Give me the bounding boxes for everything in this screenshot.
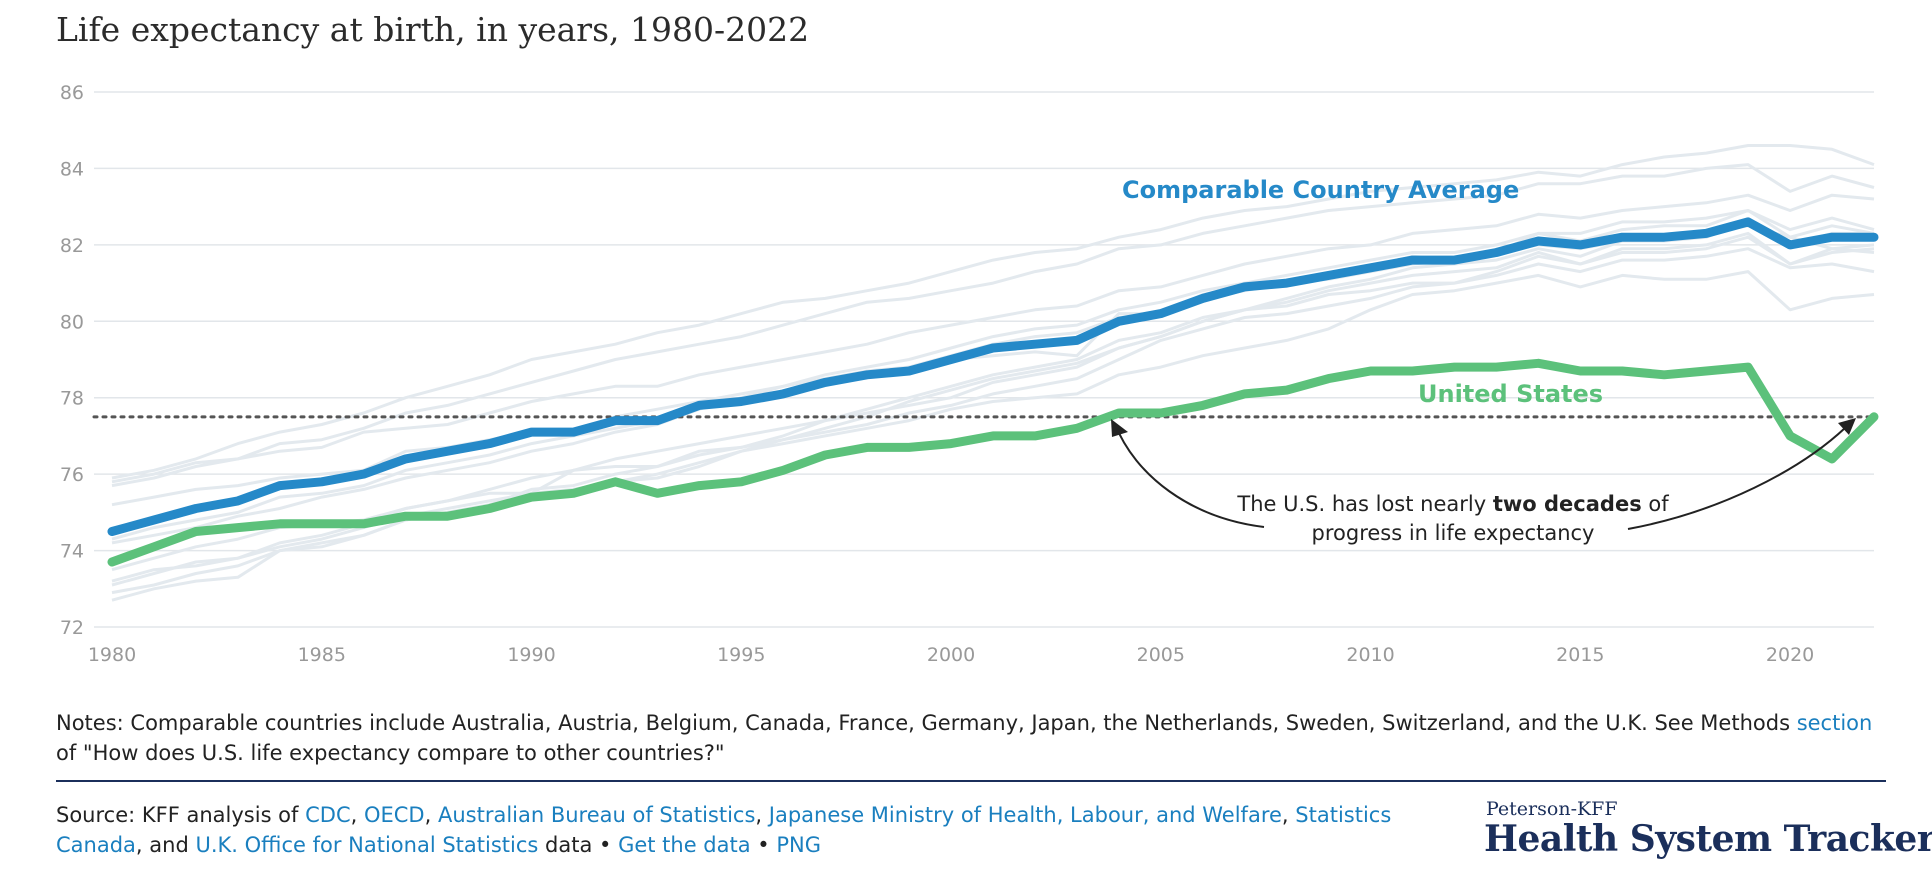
source-link-statistics-canada[interactable]: Statistics Canada [56, 803, 1392, 857]
divider [56, 780, 1886, 782]
source-sep: , [1281, 803, 1296, 827]
y-tick-label: 76 [60, 464, 84, 486]
comparable-country-line-4 [111, 209, 1875, 545]
annotation-line-1: The U.S. has lost nearly two decades of [1236, 492, 1669, 516]
source-link-uk-ons[interactable]: U.K. Office for National Statistics [195, 833, 539, 857]
annotation-arrow-left [1114, 423, 1265, 528]
comparable-country-line-6 [111, 224, 1875, 507]
source-prefix: Source: KFF analysis of [56, 803, 306, 827]
annotation-text-post: of [1642, 492, 1670, 516]
comparable-country-line-1 [111, 144, 1875, 480]
source-sep: , [350, 803, 364, 827]
comparable-country-line-2 [111, 163, 1875, 484]
y-tick-label: 82 [60, 235, 84, 257]
y-tick-label: 78 [60, 388, 84, 410]
comparable-country-line-3 [111, 193, 1875, 488]
source-sep: , and [135, 833, 196, 857]
notes-text-end: of "How does U.S. life expectancy compar… [56, 741, 725, 765]
source-sep: , [424, 803, 438, 827]
series-line-comparable-average [107, 217, 1879, 536]
x-tick-label: 2005 [1137, 644, 1185, 666]
x-tick-label: 2000 [927, 644, 975, 666]
x-tick-label: 2020 [1766, 644, 1814, 666]
line-chart: 72 74 76 78 80 82 84 86 1980 1985 1990 1995 2000 200… [60, 82, 1879, 666]
annotation-arrowhead-left [1111, 419, 1128, 437]
x-tick-label: 1980 [88, 644, 136, 666]
x-axis-ticks: 1980 1985 1990 1995 2000 2005 2010 2015 2020 [88, 644, 1814, 666]
notes-text: Notes: Comparable countries include Aust… [56, 711, 1797, 735]
source-link-abs[interactable]: Australian Bureau of Statistics [437, 803, 756, 827]
y-tick-label: 86 [60, 82, 84, 104]
annotation: The U.S. has lost nearly two decades of … [1111, 418, 1856, 545]
x-tick-label: 2010 [1346, 644, 1394, 666]
source-link-cdc[interactable]: CDC [305, 803, 351, 827]
chart-title: Life expectancy at birth, in years, 1980… [56, 10, 810, 49]
annotation-line-2: progress in life expectancy [1312, 521, 1595, 545]
series-label-united-states: United States [1418, 380, 1603, 408]
get-the-data-link[interactable]: Get the data [618, 833, 751, 857]
source-sep: • [750, 833, 777, 857]
source-link-oecd[interactable]: OECD [363, 803, 425, 827]
chart-notes: Notes: Comparable countries include Aust… [56, 708, 1886, 768]
x-tick-label: 1990 [507, 644, 555, 666]
chart-source: Source: KFF analysis of CDC, OECD, Austr… [56, 800, 1396, 860]
annotation-text-pre: The U.S. has lost nearly [1236, 492, 1492, 516]
brand-health-system-tracker[interactable]: Health System Tracker [1484, 818, 1932, 860]
comparable-country-line-9 [111, 235, 1875, 595]
y-tick-label: 74 [60, 541, 84, 563]
png-download-link[interactable]: PNG [776, 833, 822, 857]
grid-layer [94, 91, 1874, 628]
y-axis-ticks: 72 74 76 78 80 82 84 86 [60, 82, 84, 639]
annotation-text-bold: two decades [1493, 492, 1642, 516]
x-tick-label: 1995 [717, 644, 765, 666]
x-tick-label: 1985 [298, 644, 346, 666]
y-tick-label: 80 [60, 311, 84, 333]
series-label-comparable-average: Comparable Country Average [1122, 176, 1519, 204]
y-tick-label: 72 [60, 617, 84, 639]
series-layer [107, 217, 1879, 567]
y-tick-label: 84 [60, 158, 84, 180]
brand-peterson-kff: Peterson-KFF [1486, 798, 1618, 820]
series-line-united-states [107, 358, 1879, 567]
methods-section-link[interactable]: section [1796, 711, 1873, 735]
source-sep: , [755, 803, 769, 827]
source-sep: data • [538, 833, 619, 857]
x-tick-label: 2015 [1556, 644, 1604, 666]
annotation-arrow-right [1627, 427, 1846, 530]
source-link-japan-ministry[interactable]: Japanese Ministry of Health, Labour, and… [768, 803, 1282, 827]
annotation-arrowhead-right [1838, 418, 1856, 435]
